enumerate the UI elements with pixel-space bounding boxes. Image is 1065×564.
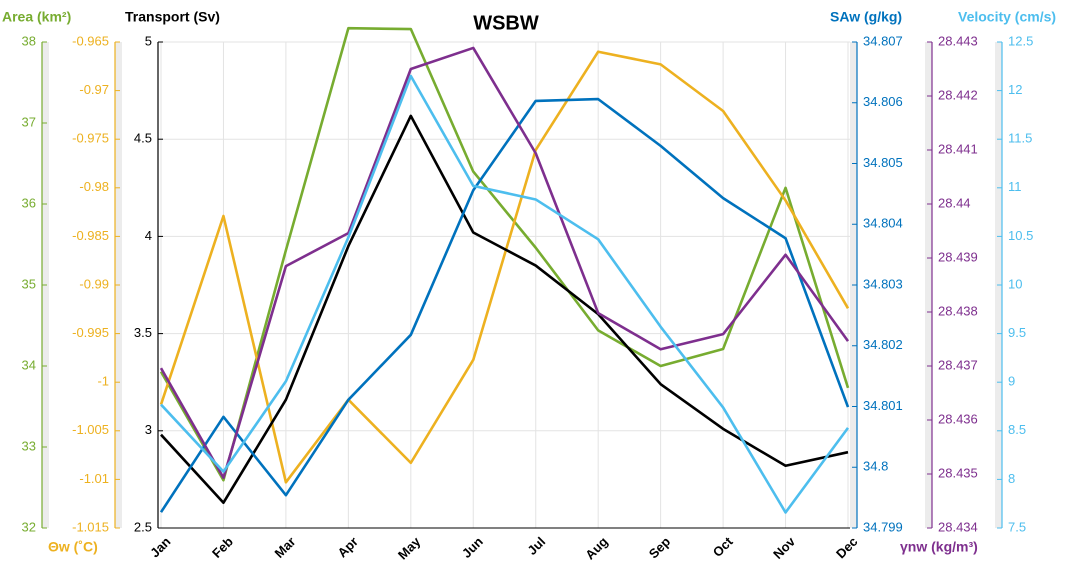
- x-tick-label: Mar: [272, 534, 299, 561]
- y-tick-label: 28.44: [938, 195, 971, 210]
- y-tick-label: 34.802: [863, 337, 903, 352]
- y-tick-label: 28.439: [938, 249, 978, 264]
- y-tick-label: 32: [22, 519, 36, 534]
- y-tick-label: 34.804: [863, 216, 903, 231]
- y-tick-label: 35: [22, 276, 36, 291]
- y-tick-label: 11.5: [1008, 131, 1032, 146]
- y-tick-label: -0.97: [79, 82, 109, 97]
- series-line: [159, 97, 850, 513]
- y-tick-label: -1.015: [72, 519, 109, 534]
- y-tick-label: 9.5: [1008, 325, 1026, 340]
- x-tick-label: Feb: [209, 534, 236, 561]
- y-tick-label: 28.437: [938, 357, 978, 372]
- y-tick-label: 28.434: [938, 519, 978, 534]
- y-tick-label: 34: [22, 357, 36, 372]
- y-tick-label: 34.807: [863, 33, 903, 48]
- axis-label: Θw (˚C): [48, 539, 98, 555]
- y-tick-label: 34.8: [863, 459, 888, 474]
- x-tick-label: Sep: [646, 534, 674, 562]
- series-line: [160, 114, 849, 505]
- y-tick-label: 8.5: [1008, 422, 1026, 437]
- y-tick-label: 36: [22, 195, 36, 210]
- x-tick-label: Jun: [459, 534, 486, 561]
- axis-label: Velocity (cm/s): [958, 9, 1056, 25]
- y-tick-label: 28.435: [938, 465, 978, 480]
- y-tick-label: 33: [22, 438, 36, 453]
- axis-label: Area (km²): [2, 9, 71, 25]
- x-tick-label: Dec: [833, 534, 860, 561]
- y-tick-label: 28.443: [938, 33, 978, 48]
- y-tick-label: 34.806: [863, 94, 903, 109]
- y-tick-label: 5: [145, 33, 152, 48]
- x-tick-label: Apr: [334, 534, 360, 560]
- chart-title: WSBW: [473, 12, 539, 34]
- y-tick-label: 34.805: [863, 155, 903, 170]
- y-tick-label: 10.5: [1008, 228, 1033, 243]
- y-tick-label: 28.438: [938, 303, 978, 318]
- y-tick-label: 7.5: [1008, 519, 1026, 534]
- y-tick-label: 2.5: [134, 519, 152, 534]
- x-tick-label: Oct: [710, 533, 736, 559]
- y-tick-label: -1.01: [79, 471, 109, 486]
- y-tick-label: 9: [1008, 374, 1015, 389]
- axis-strip: [925, 42, 932, 528]
- y-tick-label: -0.985: [72, 228, 109, 243]
- axis-label: SAw (g/kg): [830, 9, 902, 25]
- y-tick-label: 28.442: [938, 87, 978, 102]
- y-tick-label: 34.801: [863, 398, 903, 413]
- y-tick-label: 4.5: [134, 131, 152, 146]
- series-line: [159, 50, 850, 484]
- x-tick-label: Jul: [524, 534, 548, 558]
- y-tick-label: 8: [1008, 471, 1015, 486]
- y-tick-label: 3.5: [134, 325, 152, 340]
- x-tick-label: Jan: [147, 534, 173, 560]
- y-tick-label: 10: [1008, 276, 1022, 291]
- y-tick-label: 4: [145, 228, 152, 243]
- y-tick-label: -0.995: [72, 325, 109, 340]
- axis-label: γnw (kg/m³): [900, 539, 978, 555]
- y-tick-label: -0.965: [72, 33, 109, 48]
- y-tick-label: 12: [1008, 82, 1022, 97]
- plot-area: [158, 42, 850, 528]
- x-tick-label: Nov: [770, 533, 799, 562]
- y-tick-label: -1.005: [72, 422, 109, 437]
- y-tick-label: 34.803: [863, 276, 903, 291]
- y-tick-label: 12.5: [1008, 33, 1033, 48]
- y-tick-label: 3: [145, 422, 152, 437]
- axis-label: Transport (Sv): [125, 9, 220, 25]
- y-tick-label: 28.436: [938, 411, 978, 426]
- y-tick-label: -0.99: [79, 276, 109, 291]
- series-line: [160, 74, 850, 514]
- x-tick-label: May: [395, 533, 424, 562]
- y-tick-label: 38: [22, 33, 36, 48]
- y-tick-label: 34.799: [863, 519, 903, 534]
- y-tick-label: -1: [97, 374, 109, 389]
- y-tick-label: -0.975: [72, 131, 109, 146]
- y-tick-label: 37: [22, 114, 36, 129]
- series-line: [159, 46, 850, 480]
- x-tick-label: Aug: [582, 534, 611, 563]
- y-tick-label: -0.98: [79, 179, 109, 194]
- y-tick-label: 28.441: [938, 141, 978, 156]
- y-tick-label: 11: [1008, 179, 1022, 194]
